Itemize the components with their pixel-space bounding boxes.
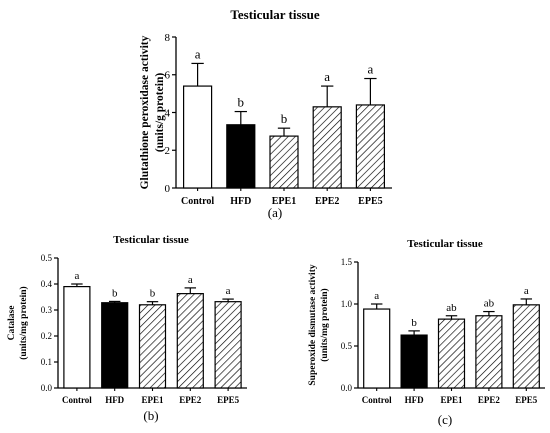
significance-letter: a	[368, 62, 374, 77]
chart-panel-a: Testicular tissue Glutathione peroxidase …	[139, 7, 392, 220]
bar-epe2	[312, 106, 342, 189]
x-category-label: Control	[362, 395, 392, 405]
chart-title: Testicular tissue	[113, 234, 189, 246]
x-category-label: Control	[181, 196, 214, 207]
x-category-label: EPE1	[440, 395, 463, 405]
bar-epe1	[269, 135, 299, 189]
y-tick-label: 0.3	[41, 305, 53, 315]
y-tick-label: 0.5	[41, 253, 53, 263]
x-category-label: EPE2	[179, 395, 202, 405]
significance-letter: b	[238, 95, 245, 110]
bar-epe5	[214, 301, 242, 389]
bar-epe1	[437, 318, 466, 389]
bar-hfd	[226, 124, 256, 189]
y-tick-label: 0.0	[341, 383, 353, 393]
y-tick-label: 4	[165, 107, 171, 119]
bar-control	[63, 286, 91, 389]
significance-letter: a	[226, 285, 231, 297]
significance-letter: a	[188, 274, 193, 286]
y-tick-label: 0.0	[41, 383, 53, 393]
bar-epe2	[176, 293, 204, 389]
significance-letter: a	[524, 285, 529, 297]
y-tick-label: 2	[165, 145, 171, 157]
significance-letter: a	[74, 270, 79, 282]
y-tick-label: 0.1	[41, 357, 52, 367]
y-tick-label: 0.4	[41, 279, 53, 289]
y-axis-label-line: Glutathione peroxidase activity	[139, 35, 151, 189]
chart-panel-c: Testicular tissue Superoxide dismutase ac…	[308, 238, 545, 427]
x-category-label: EPE1	[272, 196, 296, 207]
panel-label: (b)	[143, 408, 158, 423]
x-category-label: EPE2	[478, 395, 501, 405]
x-category-label: EPE5	[217, 395, 240, 405]
bar-epe1	[138, 304, 167, 389]
bar-epe5	[512, 304, 540, 389]
chart-panel-b: Testicular tissue Catalase (units/mg prote…	[7, 234, 247, 423]
y-tick-label: 1.5	[341, 257, 353, 267]
y-axis-label-line: Catalase	[7, 306, 17, 341]
bar-control	[363, 308, 391, 389]
x-category-label: EPE5	[358, 196, 382, 207]
y-axis-label-line: (units/g protein)	[154, 73, 166, 153]
x-category-label: HFD	[105, 395, 124, 405]
significance-letter: b	[411, 317, 417, 329]
y-tick-label: 0	[165, 183, 171, 195]
bar-hfd	[400, 334, 428, 389]
bar-control	[183, 85, 213, 189]
significance-letter: ab	[446, 302, 457, 314]
y-axis-label-line: (units/mg protein)	[18, 286, 29, 359]
x-category-label: HFD	[230, 196, 251, 207]
significance-letter: b	[281, 111, 288, 126]
bar-hfd	[101, 302, 129, 389]
significance-letter: a	[324, 69, 330, 84]
significance-letter: a	[374, 290, 379, 302]
y-axis-label-line: (units/mg protein)	[319, 288, 330, 361]
significance-letter: ab	[484, 298, 495, 310]
y-tick-label: 0.5	[341, 341, 353, 351]
x-category-label: EPE2	[315, 196, 339, 207]
x-category-label: EPE5	[515, 395, 538, 405]
significance-letter: b	[150, 288, 156, 300]
y-axis-label-line: Superoxide dismutase activity	[308, 264, 318, 385]
chart-title: Testicular tissue	[407, 238, 483, 250]
y-tick-label: 1.0	[341, 299, 353, 309]
x-category-label: HFD	[405, 395, 424, 405]
bar-epe2	[475, 315, 503, 389]
panel-label: (c)	[438, 412, 452, 427]
significance-letter: a	[195, 46, 201, 61]
x-category-label: Control	[62, 395, 92, 405]
chart-title: Testicular tissue	[230, 7, 319, 22]
y-tick-label: 0.2	[41, 331, 52, 341]
y-tick-label: 8	[165, 32, 171, 44]
panel-label: (a)	[268, 205, 282, 220]
significance-letter: b	[112, 287, 118, 299]
bar-epe5	[355, 104, 385, 189]
x-category-label: EPE1	[141, 395, 164, 405]
y-tick-label: 6	[165, 70, 171, 82]
